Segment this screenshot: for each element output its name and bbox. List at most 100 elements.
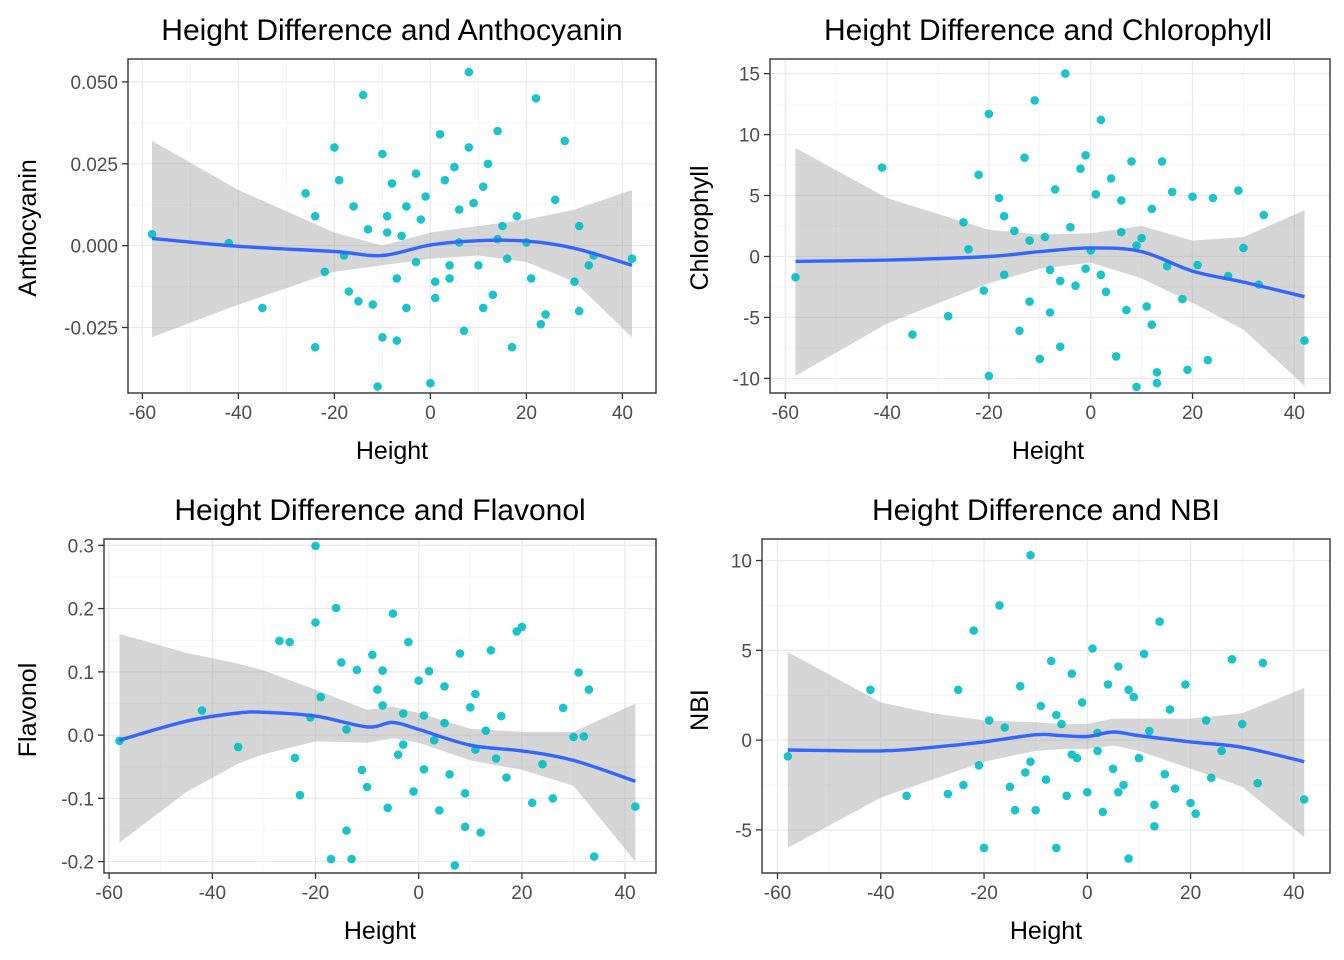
data-point xyxy=(445,274,454,283)
data-point xyxy=(1052,843,1061,853)
data-point xyxy=(342,725,351,734)
data-point xyxy=(1253,778,1262,788)
smooth-fit-line xyxy=(795,246,1305,299)
data-point xyxy=(984,371,994,381)
data-point xyxy=(1188,192,1197,201)
y-axis-title: NBI xyxy=(686,689,714,731)
x-tick-label: -20 xyxy=(321,403,348,424)
data-point xyxy=(994,193,1004,203)
data-point xyxy=(627,254,637,263)
data-point xyxy=(334,175,344,185)
data-point xyxy=(368,300,378,309)
data-point xyxy=(378,149,387,159)
data-point xyxy=(440,718,449,728)
data-point xyxy=(558,703,568,713)
data-point xyxy=(460,789,470,798)
data-point xyxy=(409,787,418,796)
data-point xyxy=(1041,775,1051,784)
data-point xyxy=(275,636,284,646)
data-point xyxy=(1139,649,1149,659)
data-point xyxy=(974,761,984,770)
data-point xyxy=(1239,243,1248,253)
data-point xyxy=(943,789,953,799)
data-point xyxy=(435,130,445,139)
data-point xyxy=(560,136,570,146)
data-point xyxy=(999,270,1009,280)
data-point xyxy=(310,211,320,221)
y-tick-label: 15 xyxy=(739,65,760,86)
data-point xyxy=(491,754,501,763)
data-point xyxy=(310,342,320,352)
data-point xyxy=(1119,780,1128,790)
y-tick-label: 0.050 xyxy=(70,73,118,94)
data-point xyxy=(908,330,917,339)
data-point xyxy=(1208,193,1218,203)
data-point xyxy=(445,261,454,270)
data-point xyxy=(378,701,387,710)
data-point xyxy=(1299,795,1309,804)
data-point xyxy=(421,192,430,201)
data-point xyxy=(414,676,424,685)
plot-area xyxy=(762,539,1330,873)
data-point xyxy=(147,229,157,239)
data-point xyxy=(464,67,474,77)
y-tick-label: 0.1 xyxy=(68,663,94,684)
data-point xyxy=(1101,287,1111,297)
data-point xyxy=(1170,784,1180,793)
x-tick-label: -40 xyxy=(867,883,894,904)
data-point xyxy=(1062,791,1071,801)
data-point xyxy=(440,682,449,691)
data-point xyxy=(1005,782,1015,792)
data-point xyxy=(538,759,547,769)
data-point xyxy=(1237,719,1247,729)
y-tick-label: -5 xyxy=(743,308,760,329)
data-point xyxy=(866,685,875,695)
data-point xyxy=(478,303,488,313)
data-point xyxy=(331,603,341,613)
data-point xyxy=(1046,656,1056,666)
data-point xyxy=(1122,305,1131,315)
data-point xyxy=(368,650,377,660)
plot-area xyxy=(104,539,656,873)
smooth-fit-line xyxy=(787,730,1305,764)
data-point xyxy=(1117,196,1126,205)
y-tick-label: 0.2 xyxy=(68,600,94,621)
data-point xyxy=(1026,550,1035,560)
data-point xyxy=(483,159,493,169)
x-axis-title: Height xyxy=(1012,437,1084,465)
data-point xyxy=(964,244,973,254)
data-point xyxy=(387,179,397,188)
y-axis-title: Flavonol xyxy=(14,663,42,758)
panel-border xyxy=(769,58,1331,394)
data-point xyxy=(1071,281,1080,291)
data-point xyxy=(326,854,336,864)
x-tick-label: 40 xyxy=(1284,403,1305,424)
y-tick-label: 0.025 xyxy=(70,155,118,176)
data-point xyxy=(1117,227,1126,237)
data-point xyxy=(285,637,295,647)
x-tick-label: -60 xyxy=(95,883,122,904)
data-point xyxy=(357,765,367,775)
data-point xyxy=(1201,716,1211,725)
data-point xyxy=(1258,658,1268,668)
y-tick-label: -5 xyxy=(735,821,752,842)
data-point xyxy=(1234,186,1243,195)
data-point xyxy=(507,342,517,352)
data-point xyxy=(902,791,911,801)
data-point xyxy=(464,143,474,152)
data-point xyxy=(1015,326,1024,336)
data-point xyxy=(445,770,454,779)
data-point xyxy=(791,272,800,282)
data-point xyxy=(1132,382,1141,392)
data-point xyxy=(430,277,440,287)
data-point xyxy=(502,254,512,263)
data-point xyxy=(411,257,421,267)
data-point xyxy=(416,215,426,224)
data-point xyxy=(1145,726,1154,736)
data-point xyxy=(526,274,536,283)
data-point xyxy=(1227,655,1237,664)
data-point xyxy=(378,333,387,342)
data-point xyxy=(474,261,483,270)
y-tick-label: 10 xyxy=(739,126,760,147)
data-point xyxy=(1129,692,1139,702)
